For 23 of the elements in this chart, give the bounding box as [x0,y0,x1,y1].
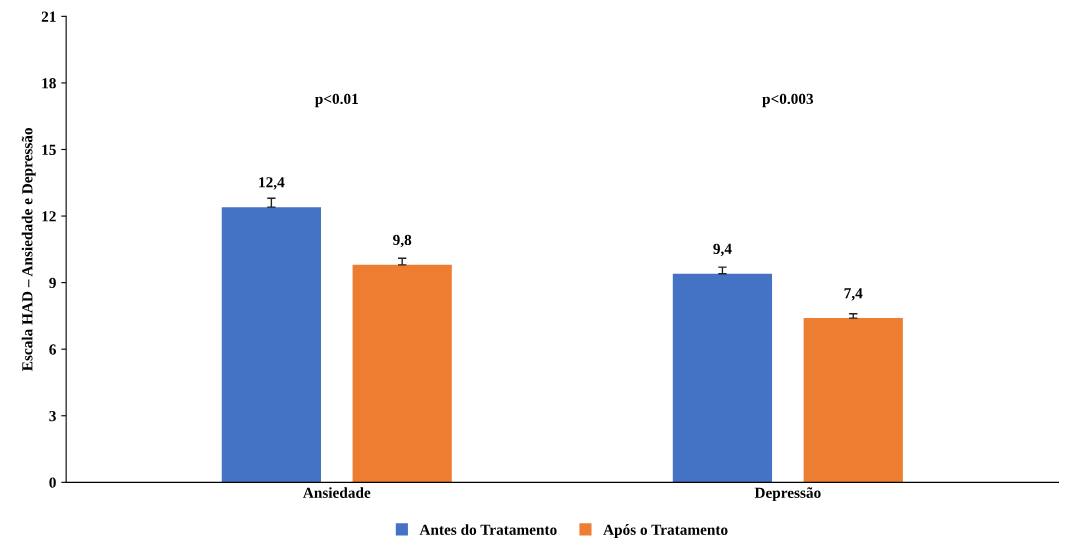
y-tick-label: 3 [49,410,56,422]
y-tick-label: 15 [42,144,56,155]
legend-label: Antes do Tratamento [419,524,557,535]
y-tick-label: 0 [49,477,56,488]
y-tick-label: 21 [41,11,56,22]
annotation: p<0.01 [315,93,358,108]
data-label: 7,4 [844,288,863,301]
bar [803,318,903,483]
x-tick-label: Ansiedade [302,487,371,498]
bar [221,207,321,483]
y-axis-title: Escala HAD – Ansiedade e Depressão [21,128,36,371]
annotation: p<0.003 [762,93,814,108]
legend-label: Após o Tratamento [603,524,728,538]
data-label: 9,4 [713,243,732,257]
data-label: 9,8 [393,234,412,248]
y-tick-label: 6 [49,344,56,355]
y-tick-label: 9 [49,277,56,289]
bar [672,273,773,483]
y-tick-label: 12 [42,211,56,222]
y-tick-label: 18 [42,78,56,89]
x-tick-label: Depressão [754,487,821,502]
bar [352,264,452,483]
data-label: 12,4 [259,177,285,190]
